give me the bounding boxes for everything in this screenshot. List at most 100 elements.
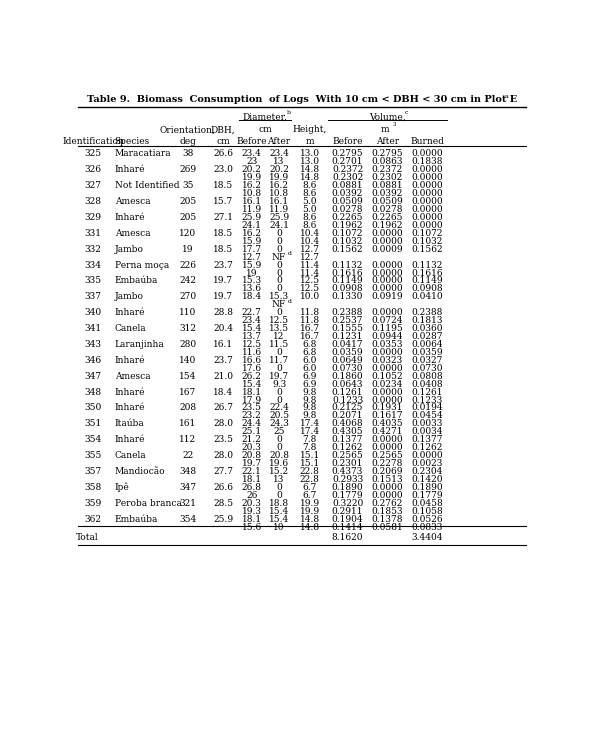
Text: 16.1: 16.1	[213, 340, 233, 349]
Text: 0.0881: 0.0881	[372, 182, 403, 190]
Text: 15.3: 15.3	[241, 276, 262, 285]
Text: 0.0581: 0.0581	[372, 523, 403, 532]
Text: 0.0000: 0.0000	[412, 189, 443, 198]
Text: 25.9: 25.9	[269, 213, 289, 222]
Text: 8.6: 8.6	[303, 182, 317, 190]
Text: 0.0908: 0.0908	[332, 285, 363, 294]
Text: 12.5: 12.5	[300, 285, 320, 294]
Text: 0.1420: 0.1420	[412, 475, 443, 484]
Text: Height,: Height,	[293, 125, 327, 134]
Text: 0.0000: 0.0000	[412, 221, 443, 230]
Text: 312: 312	[179, 324, 196, 333]
Text: 19.6: 19.6	[269, 459, 289, 468]
Text: 18.4: 18.4	[213, 388, 233, 397]
Text: 19.9: 19.9	[269, 173, 289, 182]
Text: 0: 0	[276, 261, 282, 270]
Text: 28.8: 28.8	[213, 309, 233, 317]
Text: 0.0000: 0.0000	[412, 205, 443, 214]
Text: 11.9: 11.9	[269, 205, 289, 214]
Text: 0.1233: 0.1233	[332, 395, 363, 405]
Text: 18.1: 18.1	[241, 388, 262, 397]
Text: 0.2301: 0.2301	[332, 459, 363, 468]
Text: Jambo: Jambo	[115, 245, 144, 254]
Text: 0.0000: 0.0000	[372, 491, 403, 500]
Text: 9.8: 9.8	[303, 395, 317, 405]
Text: 226: 226	[179, 261, 196, 270]
Text: 8.6: 8.6	[303, 213, 317, 222]
Text: 15.2: 15.2	[269, 467, 289, 476]
Text: 6.9: 6.9	[303, 372, 317, 381]
Text: m: m	[381, 125, 389, 134]
Text: 0.1233: 0.1233	[412, 395, 443, 405]
Text: 0.2278: 0.2278	[372, 459, 403, 468]
Text: 19.7: 19.7	[269, 372, 289, 381]
Text: 19.9: 19.9	[241, 173, 262, 182]
Text: 9.8: 9.8	[303, 388, 317, 397]
Text: 16.7: 16.7	[300, 332, 320, 341]
Text: 0.0724: 0.0724	[372, 316, 403, 325]
Text: 0.0000: 0.0000	[372, 285, 403, 294]
Text: 0.0000: 0.0000	[412, 182, 443, 190]
Text: 0.1414: 0.1414	[332, 523, 363, 532]
Text: 17.6: 17.6	[241, 364, 262, 373]
Text: 0.1377: 0.1377	[332, 436, 363, 444]
Text: 10.4: 10.4	[300, 237, 320, 246]
Text: 7.8: 7.8	[303, 443, 317, 452]
Text: 12: 12	[273, 332, 284, 341]
Text: 0.0359: 0.0359	[332, 348, 363, 357]
Text: 328: 328	[85, 197, 101, 206]
Text: 0.0730: 0.0730	[412, 364, 443, 373]
Text: 5.0: 5.0	[303, 197, 317, 206]
Text: 346: 346	[84, 356, 101, 365]
Text: 0.3220: 0.3220	[332, 499, 363, 508]
Text: 23: 23	[246, 158, 257, 167]
Text: 0.2304: 0.2304	[412, 467, 443, 476]
Text: 18.1: 18.1	[241, 515, 262, 524]
Text: 23.5: 23.5	[241, 403, 262, 412]
Text: 13: 13	[273, 475, 284, 484]
Text: 167: 167	[179, 388, 196, 397]
Text: 14.8: 14.8	[300, 165, 320, 174]
Text: Laranjinha: Laranjinha	[115, 340, 164, 349]
Text: 22.7: 22.7	[241, 309, 262, 317]
Text: 3.4404: 3.4404	[412, 533, 443, 542]
Text: 11.7: 11.7	[269, 356, 289, 365]
Text: Volume,: Volume,	[369, 113, 406, 122]
Text: 0.0458: 0.0458	[412, 499, 444, 508]
Text: 8.1620: 8.1620	[332, 533, 363, 542]
Text: Inharé: Inharé	[115, 436, 145, 444]
Text: 12.5: 12.5	[300, 276, 320, 285]
Text: 0.0234: 0.0234	[372, 379, 403, 388]
Text: Amesca: Amesca	[115, 229, 150, 238]
Text: 154: 154	[179, 372, 196, 381]
Text: 0.1058: 0.1058	[412, 506, 444, 515]
Text: 0.4271: 0.4271	[372, 427, 403, 436]
Text: 0.1330: 0.1330	[332, 292, 363, 301]
Text: 0.0360: 0.0360	[412, 324, 443, 333]
Text: 0.2565: 0.2565	[332, 451, 363, 460]
Text: 0.0327: 0.0327	[412, 356, 443, 365]
Text: Orientation,: Orientation,	[160, 125, 216, 134]
Text: 9.8: 9.8	[303, 412, 317, 421]
Text: 17.4: 17.4	[300, 427, 320, 436]
Text: 357: 357	[84, 467, 102, 476]
Text: 0.0000: 0.0000	[372, 436, 403, 444]
Text: Inharé: Inharé	[115, 309, 145, 317]
Text: 22.8: 22.8	[300, 467, 320, 476]
Text: 0.1072: 0.1072	[412, 229, 443, 238]
Text: 3: 3	[393, 123, 396, 128]
Text: 0.1617: 0.1617	[372, 412, 403, 421]
Text: 18.5: 18.5	[213, 182, 233, 190]
Text: 0.0064: 0.0064	[412, 340, 443, 349]
Text: 12.7: 12.7	[241, 252, 262, 261]
Text: 15.4: 15.4	[241, 324, 262, 333]
Text: 0.0000: 0.0000	[372, 229, 403, 238]
Text: 341: 341	[84, 324, 101, 333]
Text: 27.7: 27.7	[213, 467, 233, 476]
Text: Table 9.  Biomass  Consumption  of Logs  With 10 cm < DBH < 30 cm in Plot E: Table 9. Biomass Consumption of Logs Wit…	[87, 96, 517, 105]
Text: 0.1032: 0.1032	[332, 237, 363, 246]
Text: 0.2933: 0.2933	[332, 475, 363, 484]
Text: 0.0033: 0.0033	[412, 419, 443, 428]
Text: 0.0000: 0.0000	[412, 165, 443, 174]
Text: 0.4373: 0.4373	[332, 467, 363, 476]
